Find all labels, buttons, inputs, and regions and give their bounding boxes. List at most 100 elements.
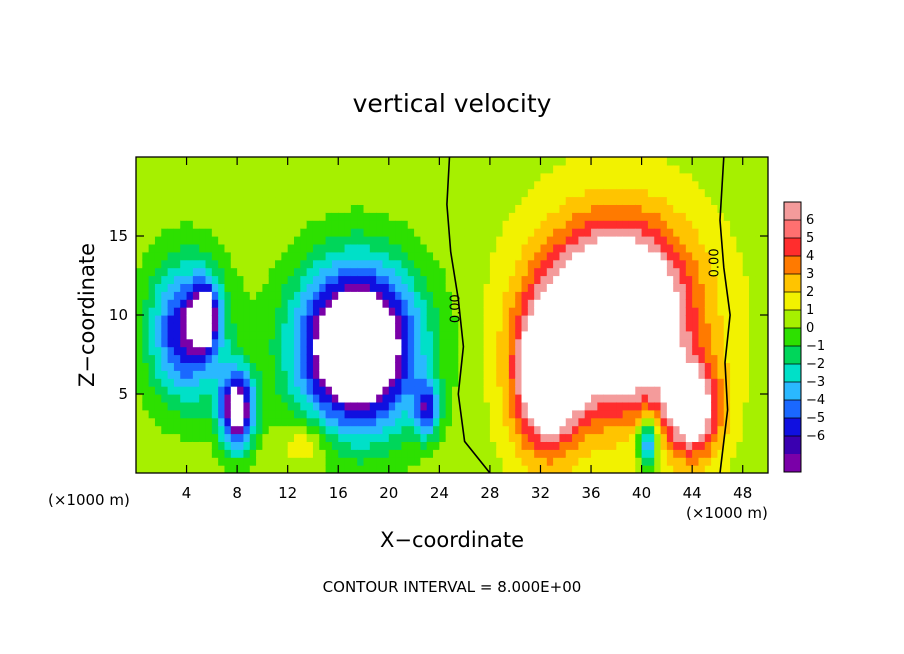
field-cell bbox=[199, 386, 207, 395]
field-cell bbox=[199, 354, 207, 363]
field-cell bbox=[287, 457, 295, 466]
field-cell bbox=[496, 236, 504, 245]
field-cell bbox=[704, 330, 712, 340]
field-cell bbox=[319, 370, 327, 379]
field-cell bbox=[167, 465, 175, 473]
field-cell bbox=[736, 196, 744, 205]
field-cell bbox=[331, 370, 339, 379]
field-cell bbox=[458, 212, 466, 221]
field-cell bbox=[294, 299, 301, 308]
chart-title: vertical velocity bbox=[353, 89, 552, 118]
colorbar-label: −3 bbox=[806, 375, 825, 390]
field-cell bbox=[262, 157, 270, 166]
field-cell bbox=[749, 378, 756, 387]
field-cell bbox=[553, 307, 561, 316]
field-cell bbox=[369, 307, 377, 316]
field-cell bbox=[666, 354, 674, 363]
field-cell bbox=[591, 212, 598, 221]
field-cell bbox=[350, 283, 358, 292]
field-cell bbox=[572, 417, 579, 427]
field-cell bbox=[635, 354, 643, 363]
field-cell bbox=[167, 338, 175, 348]
field-cell bbox=[426, 299, 434, 308]
field-cell bbox=[211, 164, 219, 174]
field-cell bbox=[243, 465, 251, 473]
field-cell bbox=[654, 465, 662, 473]
field-cell bbox=[199, 204, 207, 213]
field-cell bbox=[458, 449, 466, 458]
field-cell bbox=[237, 394, 245, 403]
field-cell bbox=[439, 433, 447, 442]
field-cell bbox=[287, 330, 295, 340]
field-cell bbox=[388, 307, 396, 316]
field-cell bbox=[192, 425, 200, 435]
field-cell bbox=[237, 409, 245, 419]
field-cell bbox=[148, 417, 156, 427]
field-cell bbox=[224, 283, 232, 292]
field-cell bbox=[565, 172, 573, 182]
field-cell bbox=[616, 267, 624, 277]
field-cell bbox=[534, 212, 542, 221]
field-cell bbox=[489, 315, 497, 324]
field-cell bbox=[660, 157, 668, 166]
field-cell bbox=[224, 417, 232, 427]
field-cell bbox=[584, 259, 592, 269]
field-cell bbox=[470, 417, 478, 427]
field-cell bbox=[616, 291, 624, 300]
field-cell bbox=[641, 354, 649, 363]
field-cell bbox=[395, 283, 403, 292]
field-cell bbox=[395, 386, 403, 395]
field-cell bbox=[749, 315, 756, 324]
field-cell bbox=[597, 164, 605, 174]
field-cell bbox=[338, 315, 346, 324]
field-cell bbox=[142, 283, 150, 292]
field-cell bbox=[502, 370, 510, 379]
field-cell bbox=[711, 196, 719, 205]
field-cell bbox=[553, 465, 561, 473]
field-cell bbox=[154, 370, 162, 379]
field-cell bbox=[388, 299, 396, 308]
field-cell bbox=[414, 457, 421, 466]
field-cell bbox=[502, 283, 510, 292]
field-cell bbox=[154, 401, 162, 411]
field-cell bbox=[534, 220, 542, 229]
field-cell bbox=[426, 275, 434, 284]
field-cell bbox=[433, 330, 440, 340]
field-cell bbox=[376, 267, 384, 277]
field-cell bbox=[616, 370, 624, 379]
field-cell bbox=[711, 204, 719, 213]
field-cell bbox=[357, 315, 365, 324]
field-cell bbox=[553, 275, 561, 284]
field-cell bbox=[508, 180, 516, 190]
field-cell bbox=[685, 441, 693, 450]
field-cell bbox=[654, 449, 662, 458]
field-cell bbox=[508, 401, 516, 411]
field-cell bbox=[597, 220, 605, 229]
field-cell bbox=[401, 449, 409, 458]
field-cell bbox=[717, 425, 725, 435]
field-cell bbox=[546, 338, 554, 348]
field-cell bbox=[515, 457, 523, 466]
field-cell bbox=[287, 164, 295, 174]
field-cell bbox=[597, 346, 605, 356]
field-cell bbox=[666, 465, 674, 473]
field-cell bbox=[698, 243, 706, 253]
field-cell bbox=[243, 299, 251, 308]
field-cell bbox=[407, 433, 415, 442]
field-cell bbox=[660, 315, 668, 324]
field-cell bbox=[173, 172, 181, 182]
field-cell bbox=[508, 283, 516, 292]
field-cell bbox=[154, 228, 162, 237]
field-cell bbox=[755, 441, 763, 450]
field-cell bbox=[546, 457, 554, 466]
field-cell bbox=[502, 362, 510, 371]
field-cell bbox=[338, 330, 346, 340]
field-cell bbox=[546, 236, 554, 245]
field-cell bbox=[256, 307, 263, 316]
field-cell bbox=[363, 267, 371, 277]
field-cell bbox=[407, 180, 415, 190]
field-cell bbox=[483, 180, 491, 190]
field-cell bbox=[420, 409, 428, 419]
field-cell bbox=[268, 251, 276, 261]
field-cell bbox=[749, 299, 756, 308]
